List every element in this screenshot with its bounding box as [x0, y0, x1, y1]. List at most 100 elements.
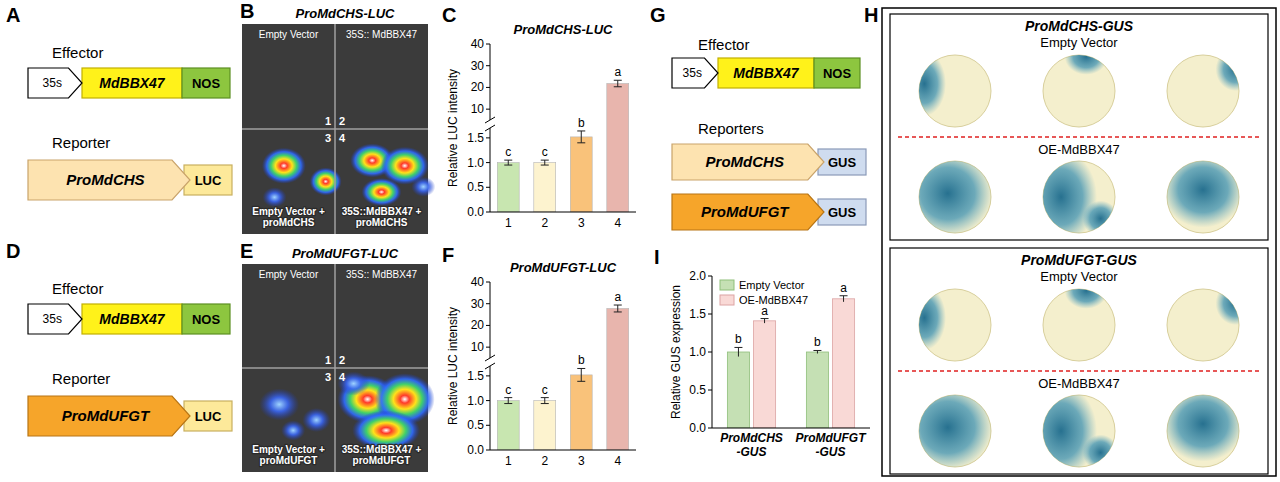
y-tick-label: 1.0 [467, 394, 484, 408]
error-cap [577, 130, 585, 131]
y-tick [708, 390, 712, 391]
panel-letter: E [240, 240, 253, 262]
effector-construct: MdBBX47NOS35s [28, 304, 230, 334]
error-bar [504, 160, 512, 165]
promoter-arrow [28, 304, 82, 334]
error-cap [614, 311, 622, 312]
construct-label: ProMdCHS [706, 153, 784, 170]
promoter-arrow [28, 160, 190, 200]
separator [898, 370, 1260, 372]
y-tick [486, 187, 490, 188]
error-bar [761, 319, 769, 324]
error-bar [614, 80, 622, 87]
quadrant-number: 2 [339, 354, 345, 366]
error-line [544, 398, 545, 404]
divider [334, 24, 336, 234]
y-tick [708, 352, 712, 353]
error-bar [577, 368, 585, 381]
error-cap [734, 347, 742, 348]
construct-box [818, 149, 866, 175]
error-cap [840, 295, 848, 296]
construct-label: ProMdUFGT [701, 203, 790, 220]
axis-title: Relative LUC intensity [446, 69, 460, 187]
effector-construct: MdBBX47NOS35s [672, 58, 860, 88]
construct-label: 35s [43, 76, 62, 90]
y-tick-label: 0.0 [467, 205, 484, 219]
legend-label: OE-MdBBX47 [739, 294, 808, 306]
stain [1162, 386, 1245, 462]
gus-stain [1065, 39, 1108, 75]
group-title: ProMdCHS-GUS [1025, 18, 1134, 34]
bar [534, 163, 556, 212]
construct-label: ProMdCHS [66, 171, 144, 188]
construct-label: GUS [828, 205, 857, 220]
x-axis [490, 450, 636, 451]
text-line: Empty Vector + [252, 444, 325, 455]
quadrant-label: 35S:: MdBBX47 [346, 29, 418, 40]
legend-label: Empty Vector [739, 279, 805, 291]
stain [1162, 152, 1245, 228]
construct-label: MdBBX47 [99, 311, 166, 327]
stain [903, 51, 946, 116]
quadrant-label: Empty Vector [259, 29, 319, 40]
separator [898, 136, 1260, 138]
gus-group: ProMdCHS-GUSEmpty VectorOE-MdBBX47 [890, 14, 1268, 244]
error-line [508, 160, 509, 165]
construct-box [818, 199, 866, 225]
y-axis [490, 44, 491, 120]
bar [607, 308, 629, 450]
error-bar [504, 398, 512, 404]
error-cap [504, 397, 512, 398]
error-line [738, 347, 739, 356]
gus-stain [1216, 282, 1256, 325]
text-line: 35S::MdBBX47 + [342, 444, 422, 455]
quadrant-label: Empty Vector [259, 269, 319, 280]
gus-group: ProMdUFGT-GUSEmpty VectorOE-MdBBX47 [890, 248, 1268, 478]
significance-letter: b [578, 116, 585, 130]
y-axis [490, 282, 491, 358]
legend-swatch [720, 295, 734, 305]
y-tick [486, 282, 490, 283]
construct-label: 35s [43, 312, 62, 326]
error-cap [577, 142, 585, 143]
x-tick-label: 4 [614, 216, 621, 230]
construct-box [182, 68, 230, 98]
text-line: proMdUFGT [260, 455, 318, 466]
construct-label: LUC [195, 409, 222, 424]
quadrant-label: 35S::MdBBX47 +proMdUFGT [342, 444, 422, 466]
reporter-construct: GUSProMdCHS [672, 144, 866, 180]
error-line [508, 398, 509, 404]
significance-letter: c [542, 383, 548, 397]
stain [1065, 39, 1108, 75]
figure: AEffectorMdBBX47NOS35sReporterLUCProMdCH… [0, 0, 1280, 482]
significance-letter: c [505, 145, 511, 159]
error-bar [813, 350, 821, 353]
axis-title: Relative LUC intensity [446, 307, 460, 425]
y-tick-label: 2.0 [689, 269, 706, 283]
y-tick [486, 347, 490, 348]
panel-title: ProMdCHS-LUC [296, 6, 396, 21]
effector-construct: MdBBX47NOS35s [28, 68, 230, 98]
quadrant-label: 35S::MdBBX47 +proMdCHS [342, 206, 422, 228]
gus-stain [1025, 384, 1119, 478]
bar [534, 401, 556, 450]
construct-heading: Effector [52, 280, 103, 297]
quadrant-label: Empty Vector +proMdCHS [252, 206, 325, 228]
construct-box [82, 304, 182, 334]
stain [1083, 201, 1119, 237]
y-tick-label: 40 [471, 275, 485, 289]
x-tick-label: ProMdUFGT-GUS [796, 431, 868, 459]
bar [570, 137, 592, 212]
error-bar [541, 160, 549, 165]
significance-letter: a [840, 281, 847, 295]
stain [1216, 282, 1256, 325]
x-tick-label: 2 [541, 216, 548, 230]
x-axis [712, 428, 870, 429]
gus-stain [903, 150, 993, 236]
error-line [843, 296, 844, 302]
y-tick [486, 325, 490, 326]
error-line [764, 319, 765, 324]
text-line: proMdCHS [356, 217, 408, 228]
panel-letter: I [654, 246, 660, 268]
significance-letter: a [614, 65, 621, 79]
